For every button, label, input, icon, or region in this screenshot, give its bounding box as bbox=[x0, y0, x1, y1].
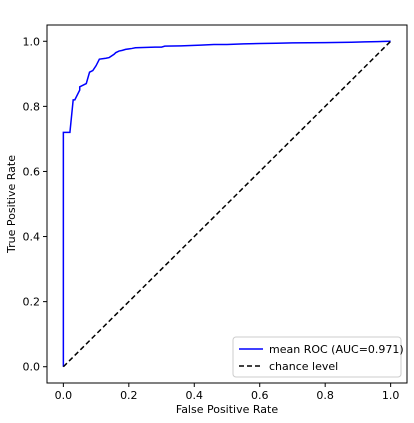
x-tick-label: 0.8 bbox=[316, 389, 334, 402]
x-tick-label: 0.4 bbox=[186, 389, 204, 402]
y-tick-label: 0.2 bbox=[23, 296, 41, 309]
x-axis-label: False Positive Rate bbox=[176, 403, 278, 416]
x-tick-label: 0.6 bbox=[251, 389, 269, 402]
x-tick-label: 1.0 bbox=[382, 389, 400, 402]
y-tick-label: 0.0 bbox=[23, 361, 41, 374]
plot-area-frame bbox=[46, 24, 408, 384]
y-tick-label: 0.6 bbox=[23, 165, 41, 178]
x-tick-label: 0.0 bbox=[55, 389, 73, 402]
y-tick-label: 1.0 bbox=[23, 35, 41, 48]
y-tick-label: 0.8 bbox=[23, 100, 41, 113]
chance-level-line bbox=[62, 40, 392, 368]
legend-label-chance-level: chance level bbox=[269, 360, 338, 373]
mean-roc-line bbox=[62, 40, 391, 367]
legend-label-mean-roc: mean ROC (AUC=0.971) bbox=[269, 343, 404, 356]
y-tick-label: 0.4 bbox=[23, 231, 41, 244]
y-axis-label: True Positive Rate bbox=[5, 155, 18, 254]
x-tick-label: 0.2 bbox=[120, 389, 138, 402]
legend-box bbox=[232, 336, 402, 378]
